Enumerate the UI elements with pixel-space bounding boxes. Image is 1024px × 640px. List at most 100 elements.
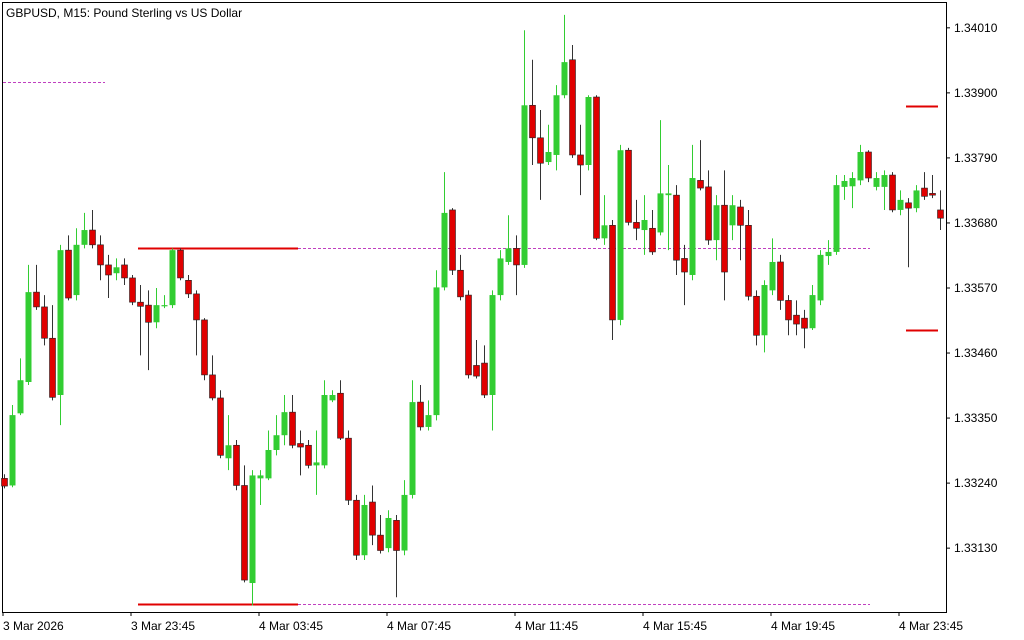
candle-body: [377, 534, 384, 551]
candle-body: [113, 267, 120, 274]
candle-body: [833, 185, 840, 252]
candle-body: [841, 180, 848, 187]
candle-body: [849, 178, 856, 187]
candle-body: [417, 401, 424, 428]
candle-body: [745, 225, 752, 297]
x-tick-label: 4 Mar 07:45: [387, 619, 451, 633]
candle-body: [289, 411, 296, 446]
candle-body: [305, 444, 312, 466]
candle-body: [929, 193, 936, 196]
candle-body: [881, 175, 888, 187]
candle-body: [321, 395, 328, 466]
candle-body: [145, 304, 152, 323]
candle-body: [313, 462, 320, 466]
candle-body: [17, 380, 24, 414]
candle-body: [409, 402, 416, 495]
candle-body: [225, 445, 232, 459]
candle-body: [449, 209, 456, 271]
candle-body: [777, 261, 784, 301]
candle-body: [233, 444, 240, 486]
candle-body: [649, 227, 656, 253]
candle-body: [537, 137, 544, 164]
chart-title: GBPUSD, M15: Pound Sterling vs US Dollar: [6, 6, 242, 20]
candle-body: [857, 151, 864, 181]
candle-body: [681, 258, 688, 273]
candle-body: [209, 374, 216, 399]
y-tick-label: 1.33570: [954, 281, 998, 295]
candle-body: [625, 149, 632, 223]
candle-body: [497, 258, 504, 296]
candle-body: [273, 435, 280, 450]
candle-body: [481, 362, 488, 396]
candle-body: [513, 248, 520, 266]
candle-body: [425, 415, 432, 427]
candle-body: [265, 449, 272, 479]
x-tick-label: 3 Mar 2026: [3, 619, 64, 633]
candle-body: [441, 212, 448, 288]
candle-body: [201, 319, 208, 376]
candle-body: [185, 280, 192, 295]
candle-body: [57, 250, 64, 396]
candle-body: [193, 293, 200, 321]
candle-body: [33, 291, 40, 308]
candle-body: [865, 151, 872, 179]
candle-body: [433, 287, 440, 416]
candle-body: [673, 194, 680, 261]
candle-body: [177, 249, 184, 279]
candle-body: [809, 295, 816, 329]
candle-body: [737, 206, 744, 226]
y-tick-label: 1.33900: [954, 86, 998, 100]
y-tick-label: 1.33350: [954, 411, 998, 425]
candle-body: [713, 205, 720, 241]
candle-body: [697, 180, 704, 189]
candle-body: [553, 95, 560, 155]
x-tick-label: 4 Mar 19:45: [771, 619, 835, 633]
x-tick-label: 3 Mar 23:45: [131, 619, 195, 633]
candle-body: [825, 251, 832, 257]
y-tick-label: 1.34010: [954, 21, 998, 35]
candle-body: [465, 294, 472, 376]
x-tick-label: 4 Mar 23:45: [899, 619, 963, 633]
candle-body: [249, 475, 256, 584]
candle-body: [105, 264, 112, 276]
candle-body: [609, 225, 616, 321]
candle-body: [473, 365, 480, 377]
candle-body: [521, 105, 528, 265]
candle-body: [633, 222, 640, 229]
candle-body: [353, 499, 360, 556]
candle-body: [569, 59, 576, 156]
candle-body: [505, 248, 512, 262]
x-tick-label: 4 Mar 11:45: [515, 619, 578, 633]
candle-body: [721, 204, 728, 273]
candle-body: [153, 305, 160, 323]
candle-body: [385, 517, 392, 549]
candle-body: [873, 178, 880, 187]
y-tick-label: 1.33130: [954, 541, 998, 555]
candle-body: [169, 250, 176, 306]
candle-body: [761, 285, 768, 336]
candle-body: [585, 97, 592, 166]
candle-body: [489, 295, 496, 396]
candle-body: [257, 475, 264, 479]
y-tick-label: 1.33680: [954, 216, 998, 230]
candle-body: [641, 219, 648, 231]
candle-body: [545, 151, 552, 163]
candle-body: [905, 202, 912, 209]
candle-body: [41, 306, 48, 339]
candle-body: [137, 301, 144, 307]
candle-body: [657, 193, 664, 233]
candle-body: [97, 244, 104, 266]
candle-body: [297, 443, 304, 448]
y-tick-label: 1.33790: [954, 151, 998, 165]
candle-body: [345, 437, 352, 501]
candle-body: [393, 520, 400, 551]
y-tick-label: 1.33240: [954, 476, 998, 490]
candle-body: [753, 295, 760, 336]
candle-body: [705, 186, 712, 241]
candle-body: [121, 264, 128, 279]
candle-body: [913, 190, 920, 209]
candle-body: [361, 504, 368, 556]
candle-body: [937, 209, 944, 219]
candle-body: [129, 277, 136, 303]
